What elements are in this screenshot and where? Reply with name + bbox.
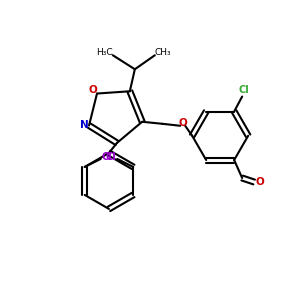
Text: O: O	[256, 177, 265, 187]
Text: Cl: Cl	[101, 152, 112, 162]
Text: Cl: Cl	[239, 85, 250, 94]
Text: CH₃: CH₃	[154, 48, 171, 57]
Text: O: O	[88, 85, 98, 94]
Text: Cl: Cl	[106, 152, 117, 162]
Text: H₃C: H₃C	[97, 48, 113, 57]
Text: N: N	[80, 121, 88, 130]
Text: O: O	[179, 118, 188, 128]
